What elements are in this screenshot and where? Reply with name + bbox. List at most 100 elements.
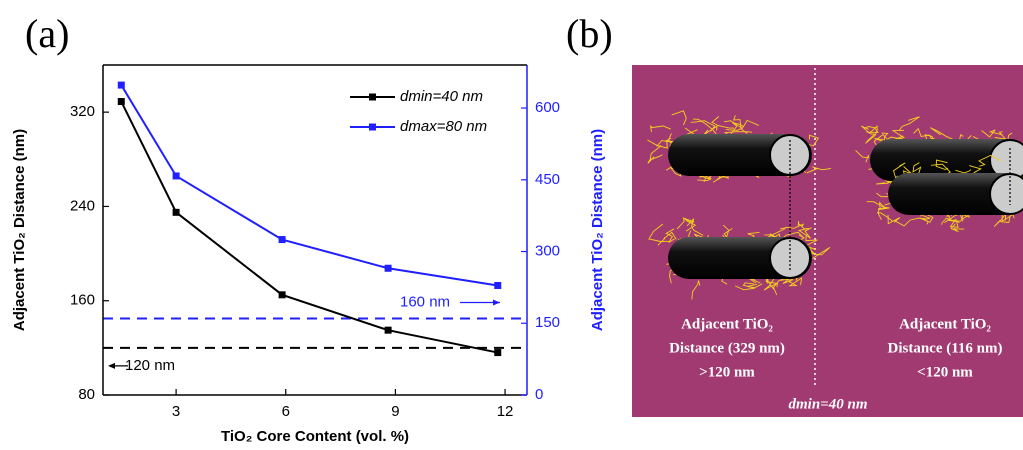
data-point [278, 236, 286, 244]
panel-label: (b) [566, 11, 613, 56]
x-tick-label: 3 [172, 403, 180, 420]
fiber [733, 115, 742, 129]
fiber [881, 132, 889, 143]
y2-tick-label: 0 [535, 386, 543, 403]
fiber [657, 231, 677, 246]
annotation: 160 nm [400, 293, 450, 310]
fiber [913, 127, 933, 138]
fiber [765, 277, 778, 288]
fiber [650, 125, 671, 133]
series-line [120, 84, 498, 287]
fiber [891, 129, 906, 141]
data-point [117, 98, 125, 106]
data-point [494, 349, 502, 357]
fiber [692, 118, 717, 135]
annotation-arrow-head [493, 299, 500, 306]
x-axis-title: TiO₂ Core Content (vol. %) [221, 428, 409, 445]
annotation: 120 nm [125, 357, 175, 374]
annotation-arrow-head [108, 362, 115, 369]
fiber [780, 223, 805, 230]
fiber [725, 128, 748, 135]
y2-tick-label: 600 [535, 99, 560, 116]
fiber [994, 131, 1007, 140]
legend-marker [369, 123, 376, 131]
rod-end [989, 173, 1023, 215]
fiber [892, 162, 906, 179]
y-tick-label: 320 [70, 103, 95, 120]
fiber [855, 149, 869, 163]
schematic-footer: dmin=40 nm [789, 396, 868, 412]
fiber [763, 276, 778, 291]
fiber [912, 162, 922, 176]
fiber [935, 159, 949, 170]
fiber [893, 217, 928, 227]
fiber [981, 129, 1003, 138]
x-tick-label: 6 [282, 403, 290, 420]
fiber [671, 110, 687, 126]
caption: Adjacent TiO₂ [681, 316, 773, 332]
fiber [978, 154, 1002, 167]
data-point [278, 291, 286, 299]
fiber [711, 116, 735, 129]
rod-end [769, 134, 811, 176]
legend-label: dmin=40 nm [400, 88, 483, 105]
y-tick-label: 240 [70, 197, 95, 214]
fiber [999, 214, 1011, 223]
fiber [648, 223, 669, 242]
fiber [887, 214, 901, 225]
data-point [172, 208, 180, 216]
caption: <120 nm [917, 364, 973, 380]
y2-tick-label: 450 [535, 171, 560, 188]
fiber [734, 283, 758, 291]
y-axis-title: Adjacent TiO₂ Distance (nm) [11, 129, 28, 331]
data-point [172, 172, 180, 180]
fiber [930, 127, 957, 142]
y2-axis-title: Adjacent TiO₂ Distance (nm) [589, 129, 606, 331]
data-point [117, 81, 125, 89]
fiber [676, 217, 695, 230]
fiber [647, 154, 663, 164]
series-line [120, 101, 498, 354]
caption: Distance (329 nm) [669, 340, 785, 356]
fiber [797, 227, 812, 239]
fiber [898, 116, 920, 131]
fiber [949, 219, 959, 228]
fiber [865, 125, 878, 144]
fiber [947, 214, 971, 222]
fiber [861, 125, 876, 142]
data-point [384, 264, 392, 272]
fiber [742, 282, 763, 289]
y2-tick-label: 150 [535, 314, 560, 331]
fiber [878, 201, 887, 214]
fiber [804, 134, 819, 147]
caption: Distance (116 nm) [888, 340, 1003, 356]
fiber [810, 247, 831, 259]
fiber [804, 234, 818, 251]
legend-label: dmax=80 nm [400, 118, 487, 135]
fiber [690, 120, 716, 132]
x-tick-label: 9 [391, 403, 399, 420]
fiber [788, 277, 803, 287]
rod [888, 173, 1023, 215]
fiber [921, 214, 931, 225]
data-point [494, 281, 502, 289]
schematic: Adjacent TiO₂ Distance (329 nm) >120 nm Adj… [632, 65, 1023, 417]
data-point [384, 326, 392, 334]
fiber [665, 228, 675, 243]
caption: >120 nm [699, 364, 755, 380]
fiber [797, 220, 807, 230]
fiber [685, 220, 697, 232]
fiber [806, 166, 831, 174]
y-tick-label: 80 [78, 386, 95, 403]
fiber [723, 131, 753, 137]
legend-marker [369, 93, 376, 101]
panel-label: (a) [25, 11, 69, 56]
x-tick-label: 12 [497, 403, 514, 420]
fiber [876, 211, 893, 222]
caption: Adjacent TiO₂ [899, 316, 991, 332]
fiber [691, 280, 701, 300]
fiber [866, 201, 890, 210]
y2-tick-label: 300 [535, 242, 560, 259]
fiber [701, 125, 718, 138]
